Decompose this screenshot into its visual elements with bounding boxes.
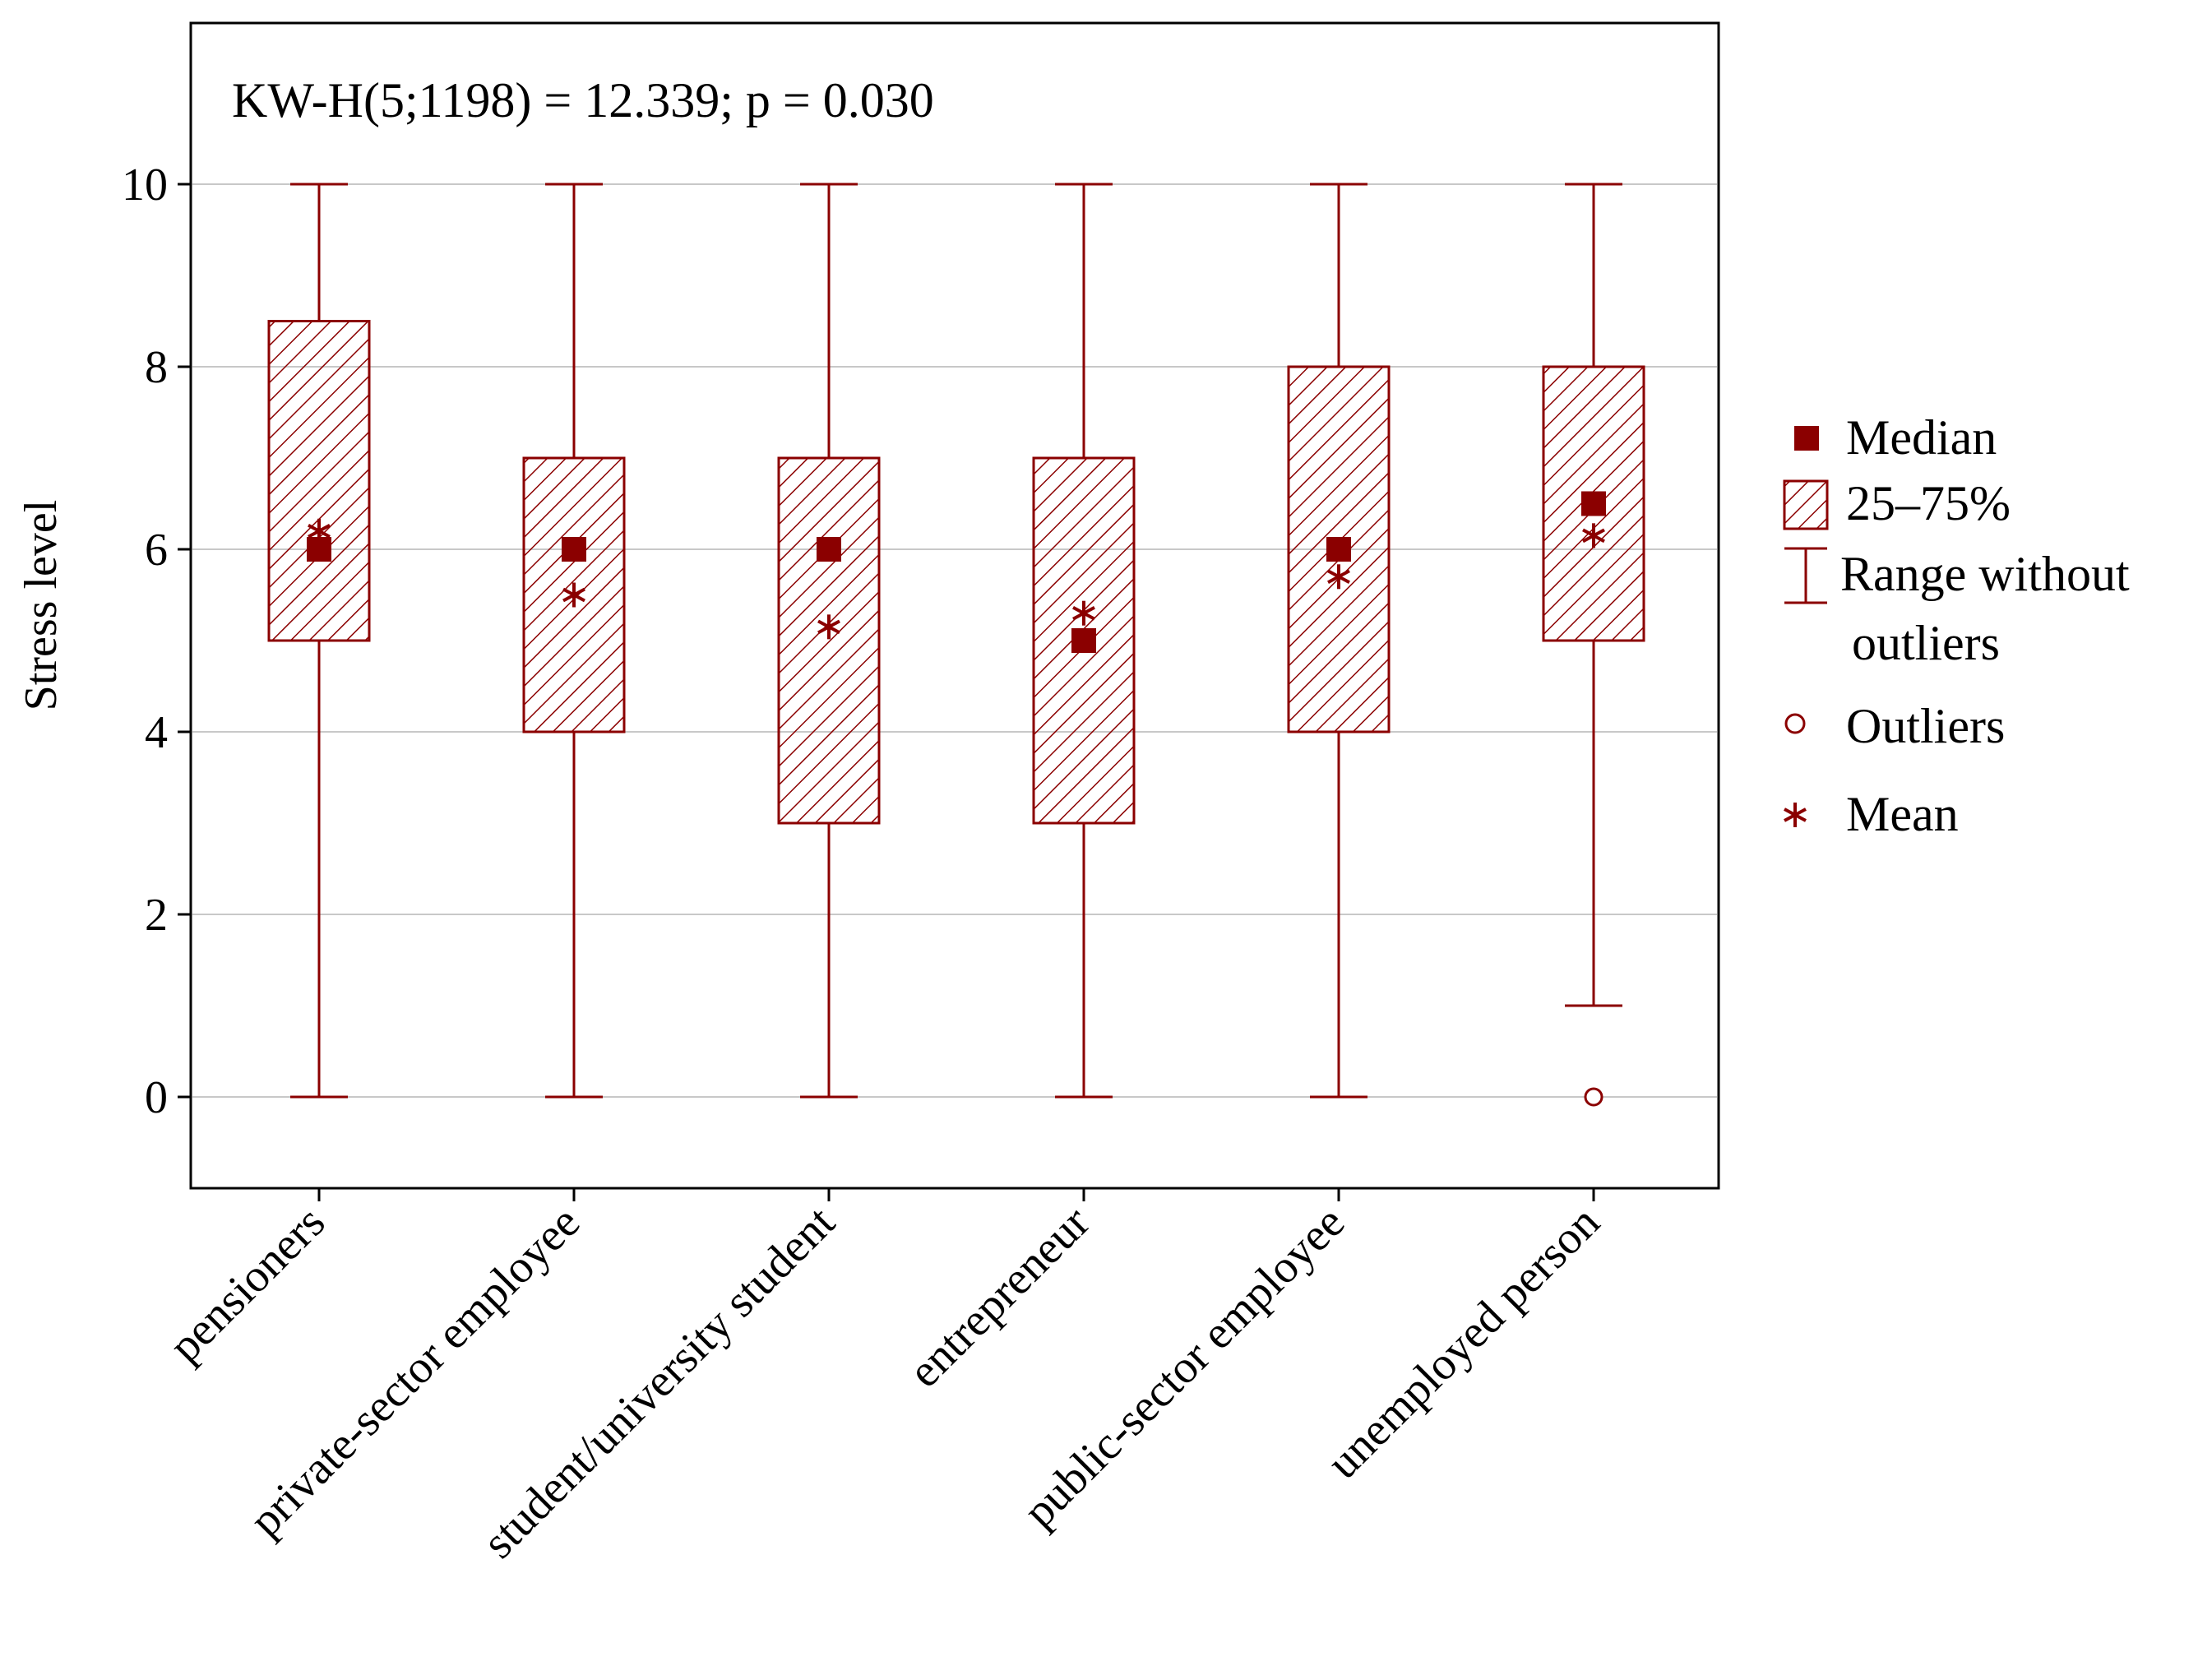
mean-marker	[1327, 564, 1350, 590]
y-tick-label: 4	[145, 707, 168, 758]
box-group	[267, 183, 371, 1099]
box-group	[522, 183, 626, 1099]
legend-range-label-line1: Range without	[1840, 547, 2130, 601]
mean-marker	[1072, 600, 1095, 626]
y-tick-label: 10	[122, 160, 168, 211]
legend-box-swatch	[1783, 479, 1829, 530]
y-axis-ticks: 0 2 4 6 8 10	[122, 160, 191, 1123]
iqr-box	[522, 456, 626, 733]
x-category-label: entrepreneur	[899, 1196, 1099, 1397]
outlier-marker	[1584, 1087, 1603, 1107]
legend-box-label: 25–75%	[1846, 476, 2011, 530]
legend-median-marker	[1794, 426, 1819, 451]
legend-range-label-line2: outliers	[1852, 616, 2000, 670]
legend: Median 25–75% Range without outliers Out…	[1783, 410, 2130, 841]
annotation-text: KW-H(5;1198) = 12.339; p = 0.030	[232, 73, 934, 127]
y-tick-label: 6	[145, 525, 168, 576]
gridlines	[192, 183, 1717, 1098]
mean-marker	[562, 582, 585, 608]
plot-area	[189, 21, 1720, 1190]
mean-marker	[817, 614, 840, 640]
median-marker	[1071, 628, 1096, 653]
y-tick-label: 2	[145, 890, 168, 941]
box-group	[1287, 183, 1391, 1099]
legend-outliers-label: Outliers	[1846, 699, 2005, 753]
legend-mean-marker	[1784, 803, 1807, 827]
mean-marker	[1582, 523, 1605, 548]
box-group	[1032, 183, 1136, 1099]
iqr-box	[777, 456, 881, 825]
y-tick-label: 0	[145, 1072, 168, 1123]
y-axis-title: Stress level	[16, 500, 67, 711]
y-tick-label: 8	[145, 342, 168, 393]
median-marker	[1326, 537, 1351, 562]
box-group	[1542, 183, 1645, 1107]
x-category-label: pensioners	[160, 1196, 335, 1372]
legend-outlier-marker	[1784, 713, 1806, 734]
median-marker	[562, 537, 586, 562]
median-marker	[1581, 491, 1606, 516]
x-category-label: unemployed person	[1317, 1196, 1609, 1488]
box-series	[267, 183, 1645, 1107]
mean-marker	[308, 518, 331, 544]
box-group	[777, 183, 881, 1099]
median-marker	[817, 537, 841, 562]
legend-median-label: Median	[1846, 410, 1997, 465]
legend-mean-label: Mean	[1846, 787, 1959, 841]
iqr-box	[267, 320, 371, 642]
